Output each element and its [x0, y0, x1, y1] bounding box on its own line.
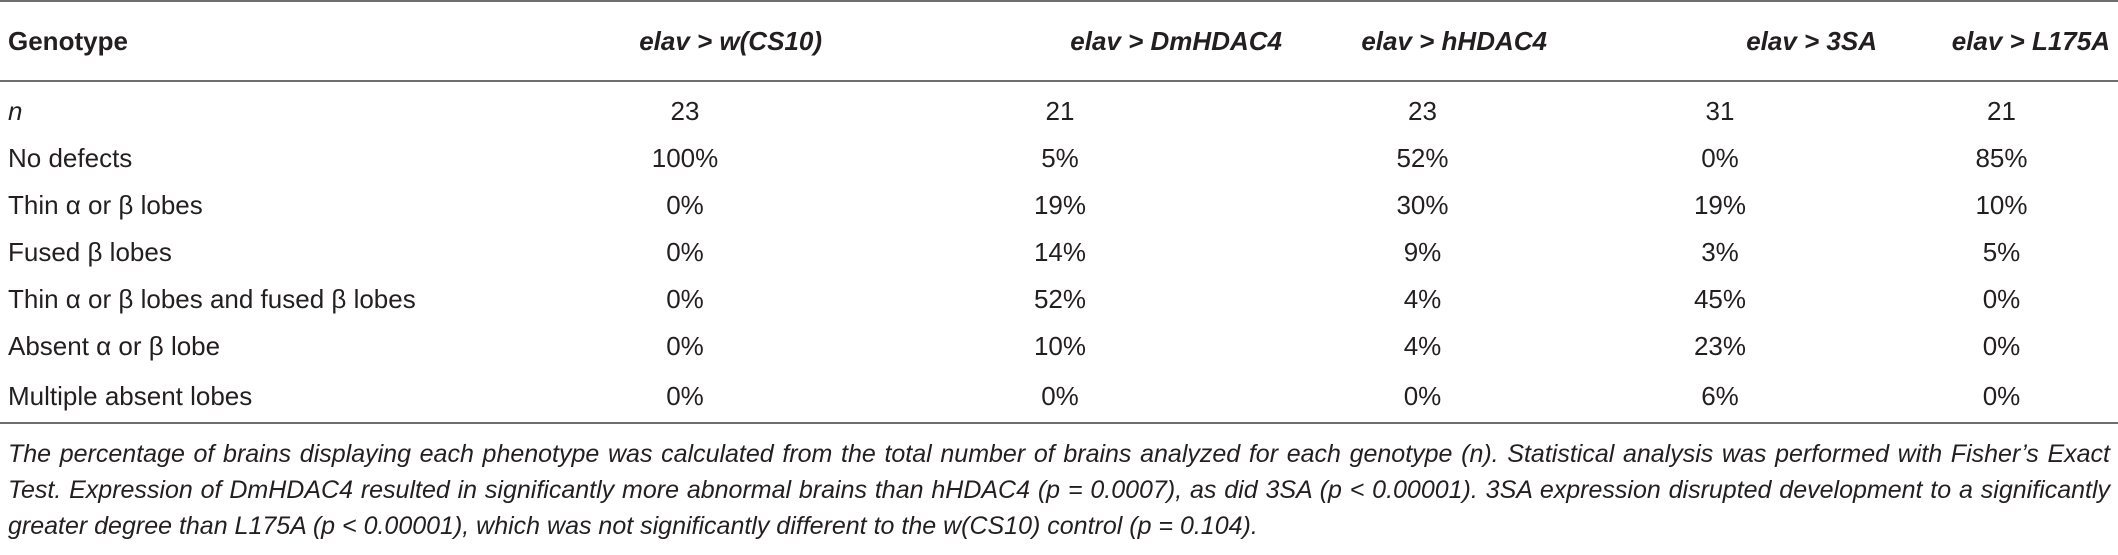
row-label: Absent α or β lobe	[8, 331, 221, 361]
cell: 0%	[540, 370, 830, 424]
table-row: No defects 100% 5% 52% 0% 85%	[0, 135, 2118, 182]
table-row: Thin α or β lobes 0% 19% 30% 19% 10%	[0, 182, 2118, 229]
cell: 30%	[1396, 190, 1449, 220]
cell: 0%	[1982, 284, 2021, 314]
cell: 31	[1705, 96, 1735, 126]
cell: 5%	[1041, 143, 1079, 173]
cell: 4%	[1403, 331, 1442, 361]
table-row: Multiple absent lobes 0% 0% 0% 6% 0%	[0, 370, 2118, 424]
cell: 45%	[1693, 284, 1747, 314]
header-cell: elav > DmHDAC4	[830, 0, 1290, 82]
footnote: The percentage of brains displaying each…	[8, 440, 2110, 540]
cell: 23	[1408, 96, 1437, 126]
cell: 19%	[1033, 190, 1087, 220]
table-row: Fused β lobes 0% 14% 9% 3% 5%	[0, 229, 2118, 276]
row-label: Fused β lobes	[8, 237, 172, 267]
table-row: Thin α or β lobes and fused β lobes 0% 52%…	[0, 276, 2118, 323]
cell: 0%	[666, 331, 704, 361]
table-row: Absent α or β lobe 0% 10% 4% 23% 0%	[0, 323, 2118, 370]
cell: 21	[1987, 96, 2016, 126]
cell: 23	[670, 96, 700, 126]
header-cell: elav > L175A	[1885, 0, 2118, 82]
cell: 14%	[1033, 237, 1087, 267]
cell: 10%	[1033, 331, 1087, 361]
cell: 0%	[1982, 331, 2021, 361]
cell: 0%	[1290, 370, 1555, 424]
header-cell: elav > hHDAC4	[1290, 0, 1555, 82]
cell: 52%	[1033, 284, 1087, 314]
cell: 0%	[666, 284, 704, 314]
cell: 5%	[1982, 237, 2021, 267]
header-cell: Genotype	[0, 0, 540, 82]
cell: 52%	[1396, 143, 1449, 173]
row-label: Thin α or β lobes	[8, 190, 203, 220]
cell: 9%	[1403, 237, 1442, 267]
cell: 85%	[1975, 143, 2028, 173]
table-row: n 23 21 23 31 21	[0, 81, 2118, 135]
header-cell: elav > 3SA	[1555, 0, 1885, 82]
cell: 3%	[1701, 237, 1739, 267]
table-body: n 23 21 23 31 21 No defects 100% 5% 52% 0% 85% Thin …	[0, 81, 2118, 424]
row-label: Multiple absent lobes	[0, 370, 540, 424]
row-label: n	[8, 96, 23, 126]
cell: 0%	[1701, 143, 1739, 173]
header-cell: elav > w(CS10)	[540, 0, 830, 82]
header-row: Genotype elav > w(CS10) elav > DmHDAC4 elav…	[0, 0, 2118, 82]
cell: 10%	[1975, 190, 2028, 220]
data-table: Genotype elav > w(CS10) elav > DmHDAC4 elav…	[0, 0, 2118, 424]
cell: 0%	[1885, 370, 2118, 424]
cell: 6%	[1555, 370, 1885, 424]
cell: 100%	[651, 143, 719, 173]
cell: 0%	[666, 190, 704, 220]
cell: 0%	[666, 237, 704, 267]
cell: 23%	[1693, 331, 1747, 361]
cell: 21	[1045, 96, 1075, 126]
row-label: Thin α or β lobes and fused β lobes	[8, 284, 416, 314]
cell: 0%	[830, 370, 1290, 424]
cell: 19%	[1693, 190, 1747, 220]
cell: 4%	[1403, 284, 1442, 314]
row-label: No defects	[8, 143, 133, 173]
